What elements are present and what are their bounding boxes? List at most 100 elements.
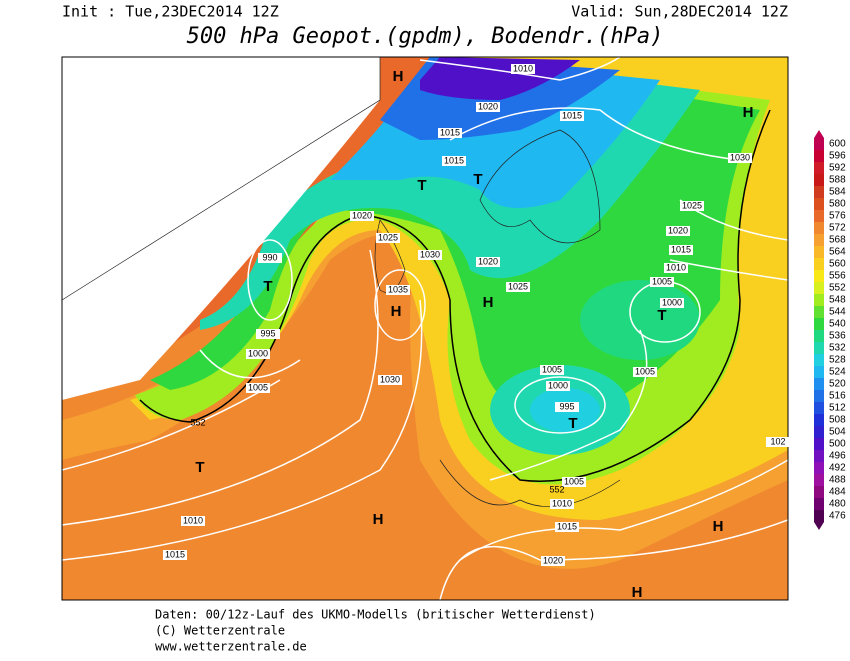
isobar-label: 1025 — [508, 281, 528, 291]
legend-label: 500 — [829, 439, 846, 450]
isobar-label-box — [476, 257, 500, 267]
legend-label: 512 — [829, 403, 846, 414]
legend-label: 516 — [829, 391, 846, 402]
legend-label: 576 — [829, 211, 846, 222]
legend-swatch — [814, 294, 824, 306]
contour-label: 552 — [549, 484, 564, 494]
legend-label: 552 — [829, 283, 846, 294]
isobar-label-box — [376, 233, 400, 243]
isobar-label-box — [560, 111, 584, 121]
isobar-label: 1010 — [183, 515, 203, 525]
legend-swatch — [814, 150, 824, 162]
legend-swatch — [814, 342, 824, 354]
legend-label: 504 — [829, 427, 846, 438]
high-marker: H — [713, 518, 724, 535]
isobar-label-box — [664, 263, 688, 273]
legend-label: 600 — [829, 139, 846, 150]
isobar-label: 1025 — [682, 200, 702, 210]
isobar-label-box — [386, 285, 410, 295]
isobar-label: 1015 — [444, 155, 464, 165]
legend-label: 572 — [829, 223, 846, 234]
legend-label: 520 — [829, 379, 846, 390]
legend-swatch — [814, 258, 824, 270]
legend-tip-top — [814, 130, 824, 138]
legend-label: 528 — [829, 355, 846, 366]
isobar-label-box — [442, 156, 466, 166]
isobar-label: 1010 — [552, 498, 572, 508]
isobar-label: 1015 — [562, 110, 582, 120]
legend-swatch — [814, 198, 824, 210]
legend-label: 496 — [829, 451, 846, 462]
high-marker: H — [743, 104, 754, 121]
legend-swatch — [814, 450, 824, 462]
legend-swatch — [814, 402, 824, 414]
isobar-label: 1005 — [542, 364, 562, 374]
map-frame — [61, 56, 789, 601]
legend-swatch — [814, 426, 824, 438]
isobar-label: 1020 — [668, 225, 688, 235]
isobar-label-box — [256, 329, 280, 339]
isobar-label-box — [181, 516, 205, 526]
legend-swatch — [814, 378, 824, 390]
isobar-label-box — [163, 550, 187, 560]
isobar-label: 1000 — [548, 380, 568, 390]
legend-swatch — [814, 222, 824, 234]
legend-swatch — [814, 510, 824, 522]
isobar-label: 1020 — [478, 101, 498, 111]
isobar-label-box — [476, 102, 500, 112]
legend-swatch — [814, 282, 824, 294]
isobar-label: 1015 — [440, 127, 460, 137]
legend-label: 596 — [829, 151, 846, 162]
legend-swatch — [814, 462, 824, 474]
footer-copyright: (C) Wetterzentrale — [155, 624, 285, 638]
footer-url: www.wetterzentrale.de — [155, 640, 307, 654]
legend-swatch — [814, 366, 824, 378]
high-marker: H — [393, 68, 404, 85]
isobar-label: 995 — [260, 328, 275, 338]
isobar-label-box — [258, 253, 282, 263]
legend-label: 492 — [829, 463, 846, 474]
legend-swatch — [814, 354, 824, 366]
legend-swatch — [814, 306, 824, 318]
map-field — [62, 57, 788, 600]
isobar-label-box — [506, 282, 530, 292]
isobar-label-box — [680, 201, 704, 211]
legend-swatch — [814, 318, 824, 330]
legend-swatch — [814, 234, 824, 246]
isobar-label: 1000 — [248, 348, 268, 358]
low-marker: T — [568, 415, 577, 432]
high-marker: H — [391, 303, 402, 320]
legend-swatch — [814, 162, 824, 174]
isobar-label: 1015 — [671, 244, 691, 254]
legend-swatch — [814, 438, 824, 450]
legend-label: 540 — [829, 319, 846, 330]
isobar-label-box — [541, 556, 565, 566]
legend-label: 480 — [829, 499, 846, 510]
isobar-label: 1025 — [378, 232, 398, 242]
isobar-label-box — [660, 298, 684, 308]
high-marker: H — [632, 584, 643, 601]
isobar-label: 1030 — [380, 374, 400, 384]
isobar-label: 1015 — [165, 549, 185, 559]
legend-label: 592 — [829, 163, 846, 174]
isobar-label-box — [666, 226, 690, 236]
isobar-label-box — [728, 153, 752, 163]
isobar-label-box — [350, 211, 374, 221]
legend-swatch — [814, 498, 824, 510]
legend-swatch — [814, 270, 824, 282]
isobar-label: 995 — [559, 401, 574, 411]
high-marker: H — [373, 511, 384, 528]
isobar-label-box — [766, 437, 790, 447]
legend-swatch — [814, 174, 824, 186]
isobar-label-box — [550, 499, 574, 509]
isobar-label: 1005 — [635, 366, 655, 376]
legend-swatch — [814, 486, 824, 498]
low-marker: T — [657, 307, 666, 324]
isobar-label-box — [555, 522, 579, 532]
isobar-label: 1035 — [388, 284, 408, 294]
isobar-label: 1030 — [730, 152, 750, 162]
legend-label: 584 — [829, 187, 846, 198]
isobar-label: 102 — [770, 436, 785, 446]
isobar-label: 1005 — [564, 476, 584, 486]
low-marker: T — [195, 459, 204, 476]
